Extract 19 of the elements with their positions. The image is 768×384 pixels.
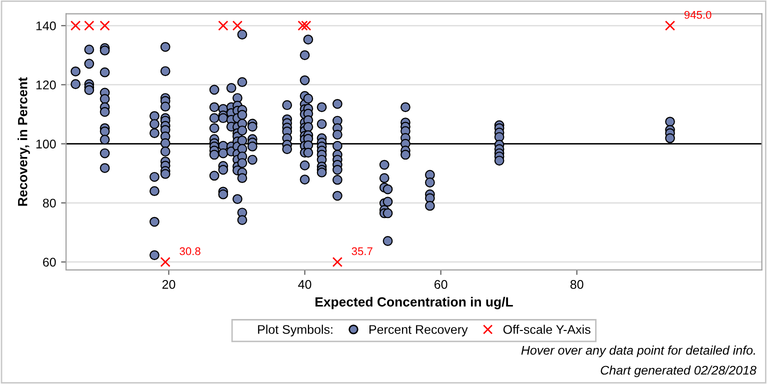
text: Chart generated 02/28/2018	[600, 366, 756, 378]
text: Hover over any data point for detailed info.	[521, 346, 755, 358]
y-tick-label: 100	[36, 140, 56, 148]
x-tick-label: 60	[434, 280, 448, 289]
legend-label: Percent Recovery	[370, 325, 468, 336]
y-tick-label: 140	[36, 21, 56, 30]
annotation: 35.7	[352, 247, 372, 256]
x-tick-label: 20	[162, 280, 176, 289]
x-tick-label: 80	[570, 280, 584, 289]
x-axis-title: Expected Concentration in ug/L	[316, 296, 513, 310]
legend-title: Plot Symbols:	[258, 324, 332, 336]
x-tick-label: 40	[298, 280, 312, 289]
annotation: 30.8	[180, 247, 200, 256]
y-tick-label: 60	[43, 258, 56, 267]
y-tick-label: 120	[36, 80, 56, 90]
y-tick-label: 80	[42, 198, 56, 208]
legend-label: Off-scale Y-Axis	[503, 324, 590, 334]
annotation: 945.0	[684, 10, 712, 19]
y-axis-title: Recovery, in Percent	[18, 77, 30, 206]
